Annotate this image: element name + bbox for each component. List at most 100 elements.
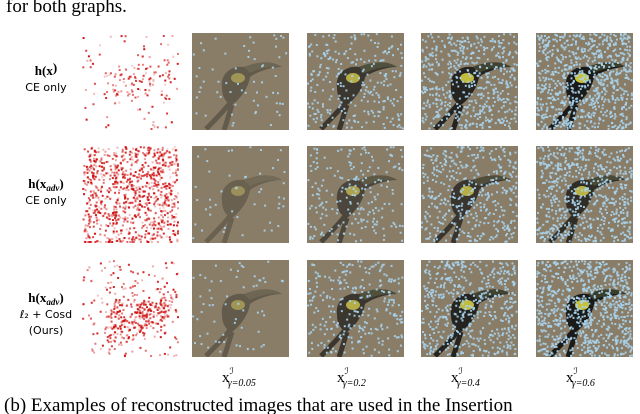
speckle xyxy=(320,124,323,127)
speckle xyxy=(390,35,393,38)
speckle xyxy=(575,164,578,167)
speckle xyxy=(463,184,466,187)
speckle xyxy=(623,203,626,206)
speckle xyxy=(603,73,606,76)
speckle xyxy=(502,39,505,42)
heat-dot xyxy=(164,161,167,164)
speckle xyxy=(279,102,282,105)
speckle xyxy=(588,66,591,69)
heat-dot xyxy=(165,204,168,207)
speckle xyxy=(560,214,563,217)
speckle xyxy=(606,77,609,80)
speckle xyxy=(461,264,464,267)
speckle xyxy=(322,52,325,55)
speckle xyxy=(489,156,492,159)
speckle xyxy=(546,70,549,73)
speckle xyxy=(459,160,462,163)
speckle xyxy=(459,150,462,153)
speckle xyxy=(622,69,625,72)
speckle xyxy=(592,103,595,106)
heat-dot xyxy=(154,165,157,168)
speckle xyxy=(232,121,235,124)
speckle xyxy=(313,112,316,115)
heat-dot xyxy=(120,319,123,322)
speckle xyxy=(464,40,467,43)
speckle xyxy=(583,216,586,219)
speckle xyxy=(513,226,516,229)
speckle xyxy=(450,43,453,46)
speckle xyxy=(600,83,603,86)
speckle xyxy=(373,100,376,103)
speckle xyxy=(509,151,512,154)
speckle xyxy=(507,327,510,330)
speckle xyxy=(628,225,631,228)
speckle xyxy=(574,91,577,94)
speckle xyxy=(401,276,404,279)
speckle xyxy=(377,110,380,113)
heat-dot xyxy=(125,148,128,151)
heat-dot xyxy=(107,315,110,318)
speckle xyxy=(607,68,610,71)
speckle xyxy=(465,127,468,130)
heat-dot xyxy=(129,181,132,184)
heat-dot xyxy=(167,43,170,46)
speckle xyxy=(568,95,571,98)
speckle xyxy=(431,68,434,71)
heat-dot xyxy=(166,185,169,188)
speckle xyxy=(199,274,202,277)
speckle xyxy=(311,347,314,350)
heat-dot xyxy=(130,183,133,186)
speckle xyxy=(546,235,549,238)
heat-dot xyxy=(121,173,124,176)
heat-dot xyxy=(150,128,153,130)
speckle xyxy=(622,153,625,156)
speckle xyxy=(354,286,357,289)
speckle xyxy=(220,190,223,193)
speckle xyxy=(594,101,597,104)
speckle xyxy=(442,222,445,225)
speckle xyxy=(624,238,627,241)
speckle xyxy=(503,154,506,157)
heat-dot xyxy=(108,334,111,337)
speckle xyxy=(617,125,620,128)
speckle xyxy=(355,63,358,66)
heat-dot xyxy=(138,191,141,194)
speckle xyxy=(432,162,435,165)
heat-dot xyxy=(166,198,169,201)
heat-dot xyxy=(176,224,179,227)
speckle xyxy=(588,43,591,46)
speckle xyxy=(573,203,576,206)
heat-dot xyxy=(129,316,132,319)
heat-dot xyxy=(157,148,160,151)
heat-dot xyxy=(135,161,138,164)
speckle xyxy=(485,100,488,103)
speckle xyxy=(488,107,491,110)
speckle xyxy=(367,291,370,294)
speckle xyxy=(598,183,601,186)
speckle xyxy=(236,82,239,85)
speckle xyxy=(242,286,245,289)
speckle xyxy=(505,232,508,235)
speckle xyxy=(435,93,438,96)
speckle xyxy=(540,34,543,37)
speckle xyxy=(551,238,554,241)
speckle xyxy=(563,121,566,124)
heat-dot xyxy=(164,312,167,315)
speckle xyxy=(315,44,318,47)
speckle xyxy=(352,94,355,97)
speckle xyxy=(460,124,463,127)
speckle xyxy=(345,122,348,125)
heat-dot xyxy=(116,239,119,242)
speckle xyxy=(541,41,544,44)
speckle xyxy=(577,213,580,216)
speckle xyxy=(543,45,546,48)
heat-dot xyxy=(169,294,172,297)
speckle xyxy=(436,175,439,178)
speckle xyxy=(540,146,543,149)
speckle xyxy=(542,163,545,166)
speckle xyxy=(566,163,569,166)
heat-dot xyxy=(169,156,172,159)
heat-dot xyxy=(123,220,126,223)
speckle xyxy=(382,51,385,54)
speckle xyxy=(508,229,511,232)
